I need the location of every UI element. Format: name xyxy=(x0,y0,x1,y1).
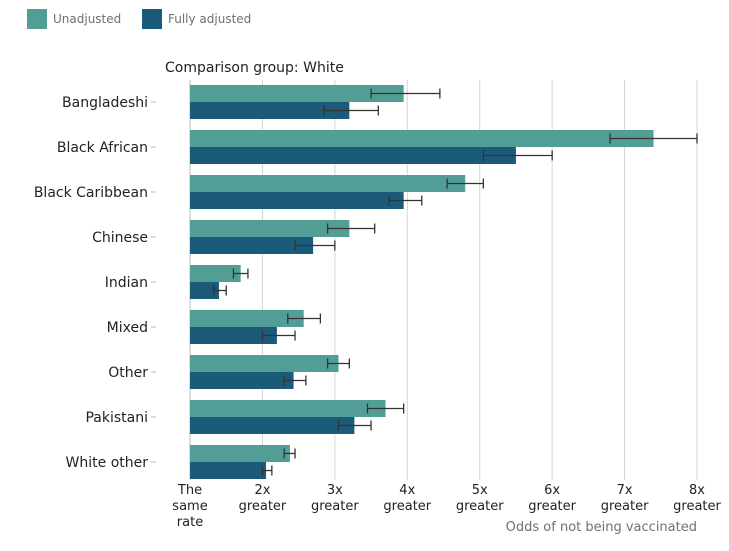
x-tick-label: greater xyxy=(456,499,504,514)
chart-subtitle: Comparison group: White xyxy=(165,60,344,76)
x-tick-label: 8x xyxy=(689,483,705,498)
bar-fully-adjusted xyxy=(190,147,516,164)
bar-fully-adjusted xyxy=(190,417,355,434)
x-tick-label: 3x xyxy=(327,483,343,498)
legend-label: Unadjusted xyxy=(53,12,121,26)
x-tick-label: The xyxy=(177,483,202,498)
legend-swatch xyxy=(27,9,47,29)
bar-unadjusted xyxy=(190,445,290,462)
x-tick-label: 7x xyxy=(617,483,633,498)
category-label: Other xyxy=(108,365,148,381)
x-tick-label: 6x xyxy=(544,483,560,498)
x-tick-label: 4x xyxy=(399,483,415,498)
x-tick-label: greater xyxy=(383,499,431,514)
bar-fully-adjusted xyxy=(190,372,294,389)
legend-swatch xyxy=(142,9,162,29)
bar-unadjusted xyxy=(190,130,654,147)
x-axis-label: Odds of not being vaccinated xyxy=(506,520,697,535)
category-label: White other xyxy=(66,455,149,471)
x-tick-label: greater xyxy=(601,499,649,514)
bar-unadjusted xyxy=(190,265,241,282)
x-tick-label: greater xyxy=(528,499,576,514)
x-tick-label: greater xyxy=(673,499,721,514)
category-label: Pakistani xyxy=(85,410,148,426)
category-label: Indian xyxy=(105,275,148,291)
bar-unadjusted xyxy=(190,310,304,327)
legend-label: Fully adjusted xyxy=(168,12,251,26)
bar-fully-adjusted xyxy=(190,282,219,299)
bar-fully-adjusted xyxy=(190,102,350,119)
bar-fully-adjusted xyxy=(190,192,404,209)
x-tick-label: greater xyxy=(239,499,287,514)
bar-unadjusted xyxy=(190,85,404,102)
bar-fully-adjusted xyxy=(190,327,277,344)
category-label: Mixed xyxy=(107,320,148,336)
category-label: Chinese xyxy=(92,230,148,246)
bar-fully-adjusted xyxy=(190,462,267,479)
bar-unadjusted xyxy=(190,220,350,237)
bar-fully-adjusted xyxy=(190,237,314,254)
x-tick-label: greater xyxy=(311,499,359,514)
x-tick-label: rate xyxy=(177,515,203,530)
bar-unadjusted xyxy=(190,175,466,192)
bar-unadjusted xyxy=(190,400,386,417)
category-label: Black Caribbean xyxy=(34,185,148,201)
x-tick-label: 5x xyxy=(472,483,488,498)
x-tick-label: same xyxy=(172,499,207,514)
x-tick-label: 2x xyxy=(254,483,270,498)
category-label: Black African xyxy=(57,140,148,156)
bar-unadjusted xyxy=(190,355,339,372)
category-label: Bangladeshi xyxy=(62,95,148,111)
